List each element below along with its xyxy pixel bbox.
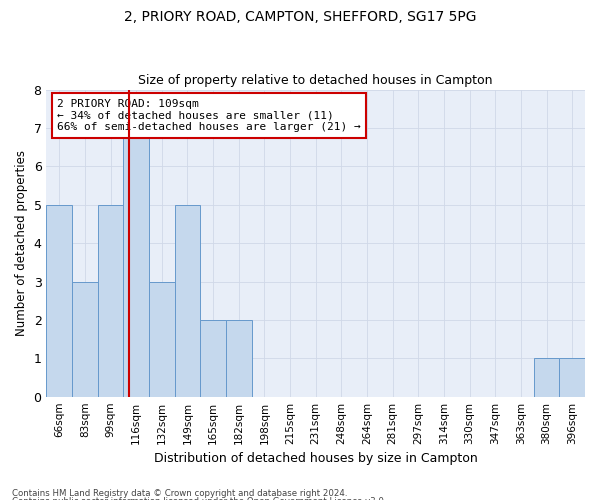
Title: Size of property relative to detached houses in Campton: Size of property relative to detached ho…: [139, 74, 493, 87]
Text: Contains HM Land Registry data © Crown copyright and database right 2024.: Contains HM Land Registry data © Crown c…: [12, 488, 347, 498]
Text: 2 PRIORY ROAD: 109sqm
← 34% of detached houses are smaller (11)
66% of semi-deta: 2 PRIORY ROAD: 109sqm ← 34% of detached …: [57, 99, 361, 132]
Bar: [200, 320, 226, 396]
Bar: [46, 204, 72, 396]
X-axis label: Distribution of detached houses by size in Campton: Distribution of detached houses by size …: [154, 452, 478, 465]
Bar: [98, 204, 124, 396]
Y-axis label: Number of detached properties: Number of detached properties: [15, 150, 28, 336]
Bar: [534, 358, 559, 397]
Bar: [149, 282, 175, 397]
Text: Contains public sector information licensed under the Open Government Licence v3: Contains public sector information licen…: [12, 497, 386, 500]
Bar: [559, 358, 585, 397]
Text: 2, PRIORY ROAD, CAMPTON, SHEFFORD, SG17 5PG: 2, PRIORY ROAD, CAMPTON, SHEFFORD, SG17 …: [124, 10, 476, 24]
Bar: [124, 128, 149, 396]
Bar: [175, 204, 200, 396]
Bar: [72, 282, 98, 397]
Bar: [226, 320, 251, 396]
